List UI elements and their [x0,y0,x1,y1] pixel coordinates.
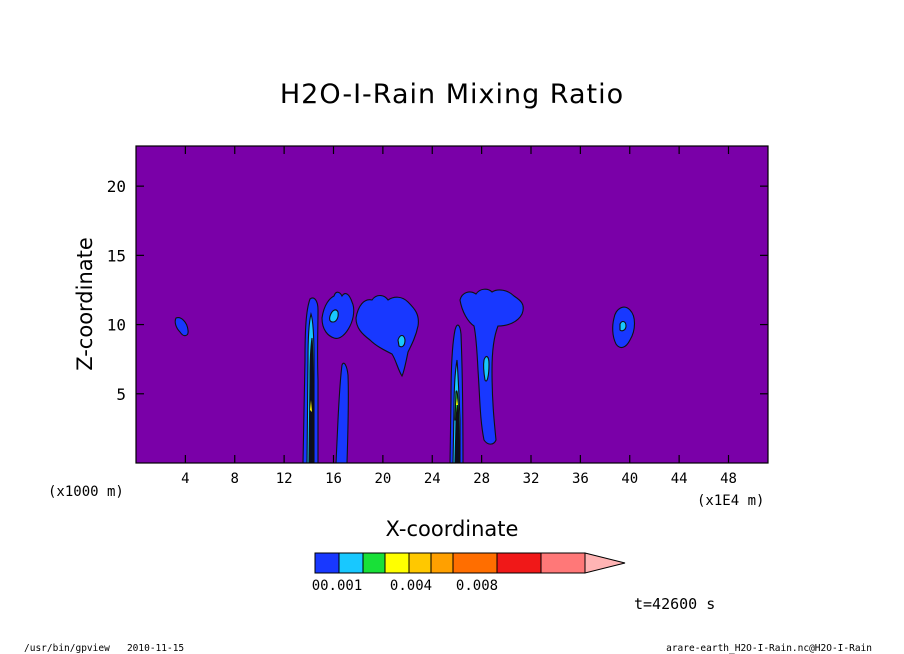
colorbar-extend-arrow [584,552,626,574]
x-tick-label: 32 [523,471,540,487]
x-tick-label: 28 [473,471,490,487]
x-tick-label: 40 [621,471,638,487]
colorbar-bin [408,552,432,574]
y-tick-label: 10 [107,316,126,335]
contour-column-x26-yellow [456,398,458,405]
y-tick-label: 20 [107,177,126,196]
x-tick-label: 4 [181,471,189,487]
chart-title: H2O-I-Rain Mixing Ratio [280,79,624,110]
x-tick-label: 8 [231,471,239,487]
contour-blob-x40-detail [619,321,627,332]
contour-column-x26-inner [454,403,460,464]
x-tick-label: 20 [374,471,391,487]
colorbar-label: 0.004 [390,578,432,594]
x-tick-label: 24 [424,471,441,487]
x-unit-right: (x1E4 m) [697,493,764,509]
footer-right: arare-earth_H2O-I-Rain.nc@H2O-I-Rain [666,643,872,654]
x-tick-label: 36 [572,471,589,487]
colorbar-bin [452,552,498,574]
x-tick-label: 44 [671,471,688,487]
colorbar-bin [430,552,454,574]
footer-left: /usr/bin/gpview 2010-11-15 [24,643,184,654]
colorbar-bin [384,552,410,574]
colorbar-label: 0.008 [456,578,498,594]
colorbar-bin [362,552,386,574]
contour-blob-x4 [174,317,189,337]
colorbar-bin [496,552,542,574]
x-tick-label: 12 [276,471,293,487]
time-label: t=42600 s [634,595,715,613]
contour-cloud-x29-detail [483,355,490,382]
y-axis-label: Z-coordinate [73,237,97,371]
contour-cloud-x29 [459,288,524,445]
contour-cloud-x21-detail [397,334,406,348]
colorbar-bin [314,552,340,574]
x-axis-label: X-coordinate [386,517,519,541]
x-tick-label: 16 [325,471,342,487]
contour-cloud-x16-detail [329,309,339,323]
colorbar-label: 00.001 [312,578,363,594]
y-tick-label: 5 [116,385,126,404]
plot-frame [135,145,769,464]
contour-column-x16 [335,362,349,464]
x-tick-label: 48 [720,471,737,487]
y-tick-label: 15 [107,246,126,265]
colorbar-bin [540,552,586,574]
x-unit-left: (x1000 m) [48,484,124,500]
contour-column-x14-yellow [310,400,312,412]
contour-cloud-x21 [355,294,419,378]
colorbar: 00.001 0.004 0.008 [312,552,626,594]
colorbar-bin [338,552,364,574]
contour-features [174,288,636,464]
